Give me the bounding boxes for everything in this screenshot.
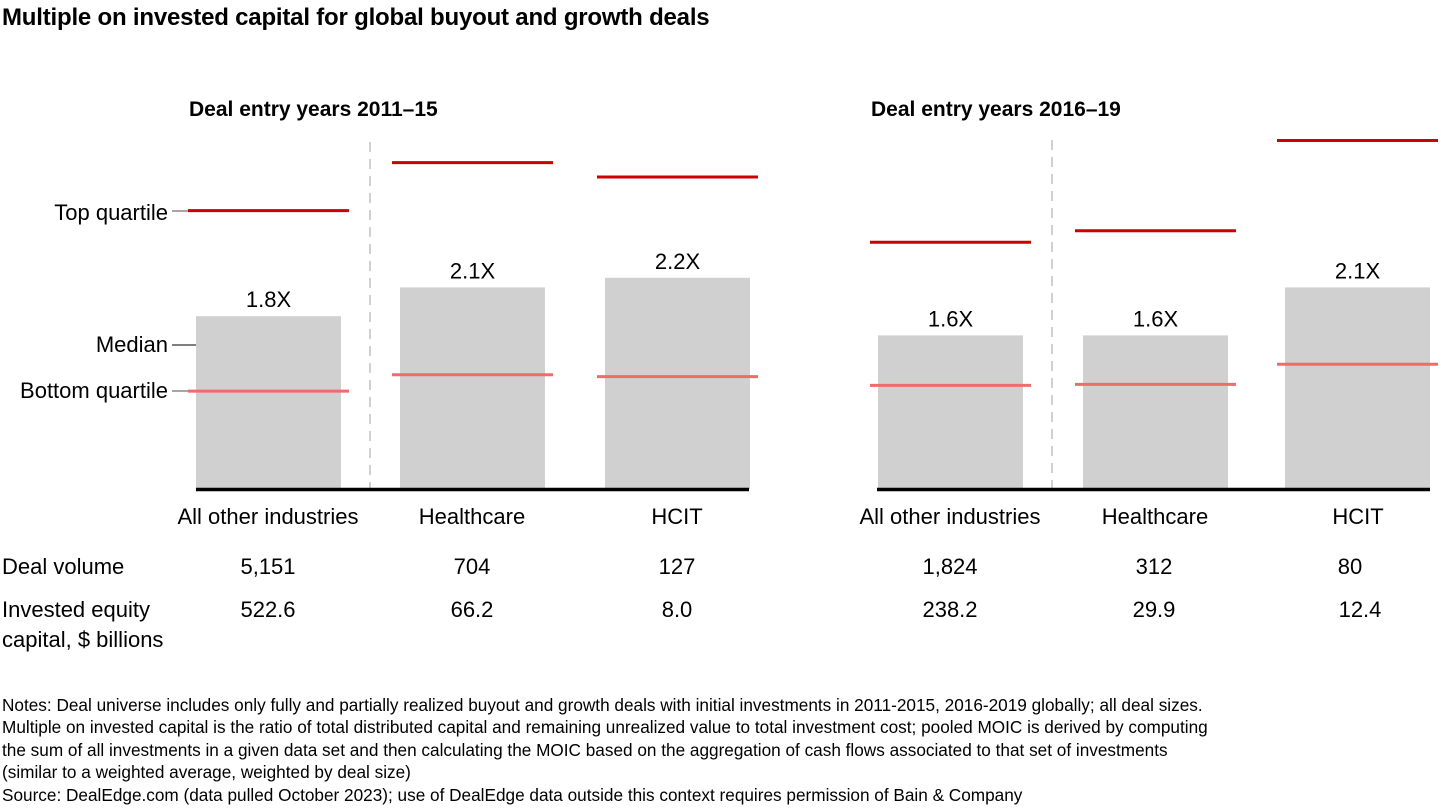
table-cell: 80 (1337, 554, 1363, 579)
bar-median-all-other-industries (196, 316, 341, 489)
bar-median-all-other-industries (878, 335, 1023, 489)
data-label-all-other-industries: 1.6X (928, 306, 974, 331)
category-label: All other industries (860, 504, 1041, 529)
legend-bottom-quartile-label: Bottom quartile (20, 378, 168, 403)
category-label: Healthcare (1102, 504, 1208, 529)
chart-title: Multiple on invested capital for global … (2, 4, 710, 31)
category-label: All other industries (178, 504, 359, 529)
panel-title-2011-15: Deal entry years 2011–15 (189, 98, 438, 121)
legend-top-quartile-label: Top quartile (54, 200, 168, 225)
table-cell: 704 (453, 554, 491, 579)
table-cell: 1,824 (922, 554, 978, 579)
table-cell: 8.0 (661, 597, 693, 622)
data-label-healthcare: 2.1X (450, 258, 496, 283)
table-cell: 312 (1135, 554, 1173, 579)
bar-median-healthcare (400, 287, 545, 489)
table-cell: 127 (658, 554, 696, 579)
notes-line: Multiple on invested capital is the rati… (2, 717, 1208, 738)
notes-line: (similar to a weighted average, weighted… (2, 762, 411, 783)
table-row-label-invested-equity: Invested equity (2, 597, 150, 622)
table-cell: 66.2 (450, 597, 494, 622)
category-label: HCIT (651, 504, 702, 529)
data-label-all-other-industries: 1.8X (246, 287, 292, 312)
bar-median-hcit (1285, 287, 1430, 489)
notes-line: the sum of all investments in a given da… (2, 739, 1168, 760)
category-label: Healthcare (419, 504, 525, 529)
table-row-label-deal-volume: Deal volume (2, 554, 125, 579)
notes-line: Notes: Deal universe includes only fully… (2, 695, 1203, 715)
notes-line: Source: DealEdge.com (data pulled Octobe… (2, 784, 1023, 805)
category-label: HCIT (1332, 504, 1383, 529)
table-row-label-invested-equity-line2: capital, $ billions (2, 627, 164, 652)
data-label-hcit: 2.1X (1335, 258, 1381, 283)
data-label-healthcare: 1.6X (1133, 306, 1179, 331)
table-cell: 5,151 (240, 554, 296, 579)
table-cell: 522.6 (240, 597, 296, 622)
data-label-hcit: 2.2X (655, 249, 701, 274)
table-cell: 29.9 (1132, 597, 1176, 622)
bar-median-healthcare (1083, 335, 1228, 489)
legend-median-label: Median (96, 332, 168, 357)
notes: Notes: Deal universe includes only fully… (2, 694, 1432, 806)
table-cell: 12.4 (1338, 597, 1382, 622)
panel-title-2016-19: Deal entry years 2016–19 (871, 98, 1121, 121)
table-cell: 238.2 (922, 597, 978, 622)
bar-median-hcit (605, 277, 750, 489)
